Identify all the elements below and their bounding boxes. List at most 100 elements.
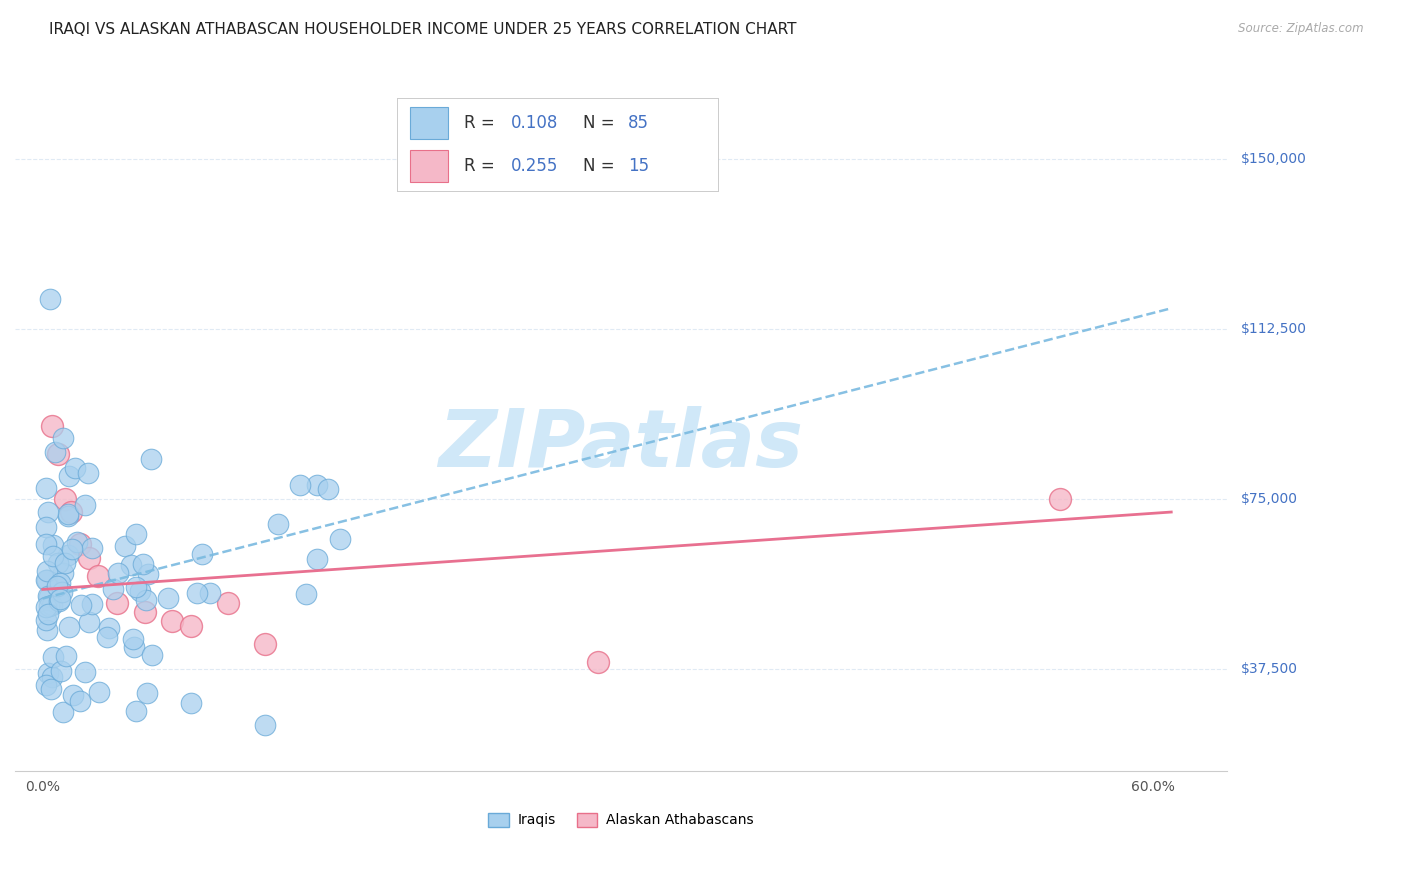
Point (35, 599, 58, 614)
Point (56, 507, 79, 521)
Point (42, 649, 65, 664)
Point (52, 431, 75, 445)
Point (51, 584, 73, 599)
Point (38, 590, 60, 604)
Text: $150,000: $150,000 (1240, 152, 1306, 166)
Point (129, 584, 152, 599)
Point (267, 516, 290, 531)
Point (136, 566, 159, 581)
Point (186, 586, 208, 600)
Point (101, 582, 124, 596)
Point (217, 596, 239, 610)
Point (66, 535, 89, 549)
Point (37, 505, 59, 519)
Point (35, 564, 58, 578)
Point (58, 508, 80, 523)
Point (180, 618, 202, 632)
Point (120, 558, 142, 573)
Point (48, 556, 70, 570)
Point (329, 532, 352, 546)
Point (77, 550, 100, 565)
Legend: Iraqis, Alaskan Athabascans: Iraqis, Alaskan Athabascans (482, 807, 759, 833)
Point (53, 556, 76, 570)
Point (132, 558, 155, 572)
Point (48, 576, 70, 591)
Point (75, 665, 97, 680)
Point (44, 444, 66, 458)
Point (58, 468, 80, 483)
Point (37, 607, 59, 621)
Point (37, 589, 59, 603)
Point (316, 482, 339, 496)
Point (39, 681, 62, 696)
Point (305, 552, 328, 566)
Point (134, 605, 156, 619)
Point (56, 548, 79, 562)
Point (35, 537, 58, 551)
Point (69, 694, 91, 708)
Point (87, 684, 110, 698)
Point (35, 520, 58, 534)
Point (75, 498, 97, 512)
Point (305, 478, 328, 492)
Point (82, 541, 104, 556)
Point (141, 648, 163, 663)
Point (35, 613, 58, 627)
Point (62, 688, 84, 702)
Point (1049, 491, 1071, 506)
Point (125, 704, 148, 718)
Point (42, 549, 65, 563)
Point (52, 566, 75, 580)
Point (157, 591, 180, 606)
Point (122, 640, 145, 654)
Point (191, 547, 214, 561)
Point (42, 538, 65, 552)
Point (53, 491, 76, 506)
Point (122, 632, 145, 646)
Text: IRAQI VS ALASKAN ATHABASCAN HOUSEHOLDER INCOME UNDER 25 YEARS CORRELATION CHART: IRAQI VS ALASKAN ATHABASCAN HOUSEHOLDER … (49, 22, 797, 37)
Point (80, 597, 103, 611)
Point (139, 452, 162, 467)
Point (58, 620, 80, 634)
Point (125, 526, 148, 541)
Point (37, 624, 59, 638)
Point (41, 598, 63, 612)
Point (55, 649, 77, 664)
Point (114, 540, 136, 554)
Text: $37,500: $37,500 (1240, 662, 1298, 676)
Point (38, 599, 60, 613)
Point (77, 615, 100, 630)
Point (35, 481, 58, 495)
Point (37, 573, 59, 587)
Point (253, 637, 276, 651)
Text: Source: ZipAtlas.com: Source: ZipAtlas.com (1239, 22, 1364, 36)
Point (48, 592, 70, 607)
Point (135, 686, 157, 700)
Point (59, 505, 82, 519)
Point (69, 598, 91, 612)
Point (35, 574, 58, 588)
Point (35, 678, 58, 692)
Point (87, 569, 110, 583)
Point (586, 655, 609, 669)
Point (180, 696, 202, 710)
Point (96, 630, 118, 644)
Point (162, 614, 184, 628)
Point (107, 566, 129, 581)
Point (98, 621, 121, 635)
Point (198, 585, 221, 599)
Point (52, 705, 75, 719)
Point (41, 670, 63, 684)
Text: $75,000: $75,000 (1240, 491, 1298, 506)
Point (41, 419, 63, 434)
Point (48, 594, 70, 608)
Point (45, 579, 67, 593)
Point (39, 293, 62, 307)
Point (77, 466, 100, 480)
Point (49, 665, 72, 679)
Point (69, 537, 91, 551)
Point (37, 665, 59, 680)
Point (105, 596, 128, 610)
Point (294, 587, 316, 601)
Point (288, 478, 311, 492)
